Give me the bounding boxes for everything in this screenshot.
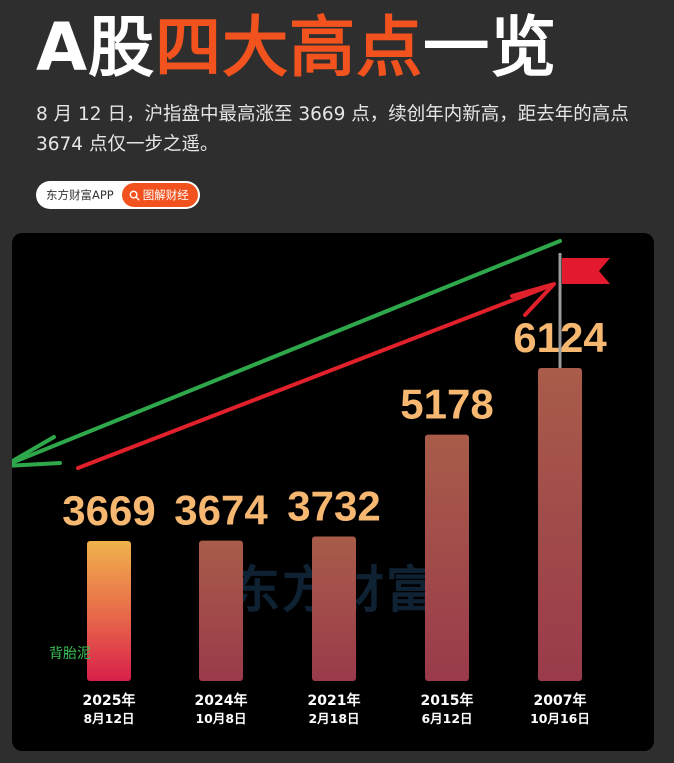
flag-icon: [562, 258, 610, 284]
search-icon: [129, 190, 140, 201]
brand-tag[interactable]: 图解财经: [121, 183, 198, 207]
bar: [425, 434, 469, 681]
red-arrowhead: [510, 282, 556, 317]
brand-badge: 东方财富APP 图解财经: [36, 181, 200, 209]
green-arrowhead: [12, 435, 62, 468]
tick-label-date: 10月8日: [195, 711, 246, 726]
red-arrow-line: [76, 283, 554, 470]
title-suffix: 一览: [423, 9, 558, 86]
bar: [199, 540, 243, 681]
bar: [87, 541, 131, 681]
tick-label-year: 2024年: [195, 692, 248, 709]
brand-name: 东方财富APP: [46, 188, 114, 202]
page-subtitle: 8 月 12 日，沪指盘中最高涨至 3669 点，续创年内新高，距去年的高点 3…: [36, 104, 629, 155]
tick-label-year: 2021年: [308, 692, 361, 709]
tick-label-year: 2015年: [421, 692, 474, 709]
tick-label-date: 8月12日: [83, 711, 134, 726]
tick-label-date: 10月16日: [530, 711, 590, 726]
title-highlight: 四大高点: [155, 9, 424, 86]
tick-label-year: 2007年: [534, 692, 587, 709]
bar: [312, 536, 356, 681]
bar-chart: 3669 2025年 8月12日 3674 2024年 10月8日 3732 2021年 2月1…: [12, 239, 610, 726]
tick-label-date: 6月12日: [421, 711, 472, 726]
bar: [538, 368, 582, 681]
data-label: 3732: [287, 483, 380, 530]
chart-panel: 东方财富 36692025年8月12日36742024年10月8日3732202…: [12, 233, 654, 751]
page-title: A股四大高点一览: [36, 8, 557, 88]
data-label: 5178: [400, 381, 493, 428]
tick-label-date: 2月18日: [308, 711, 359, 726]
title-prefix: A股: [36, 9, 156, 86]
tick-label-year: 2025年: [83, 692, 136, 709]
green-arrow-line: [12, 239, 562, 465]
annotation-text: 背胎泥: [49, 646, 91, 662]
brand-tag-label: 图解财经: [142, 188, 189, 202]
data-label: 3669: [62, 487, 155, 534]
data-label: 3674: [174, 487, 268, 534]
